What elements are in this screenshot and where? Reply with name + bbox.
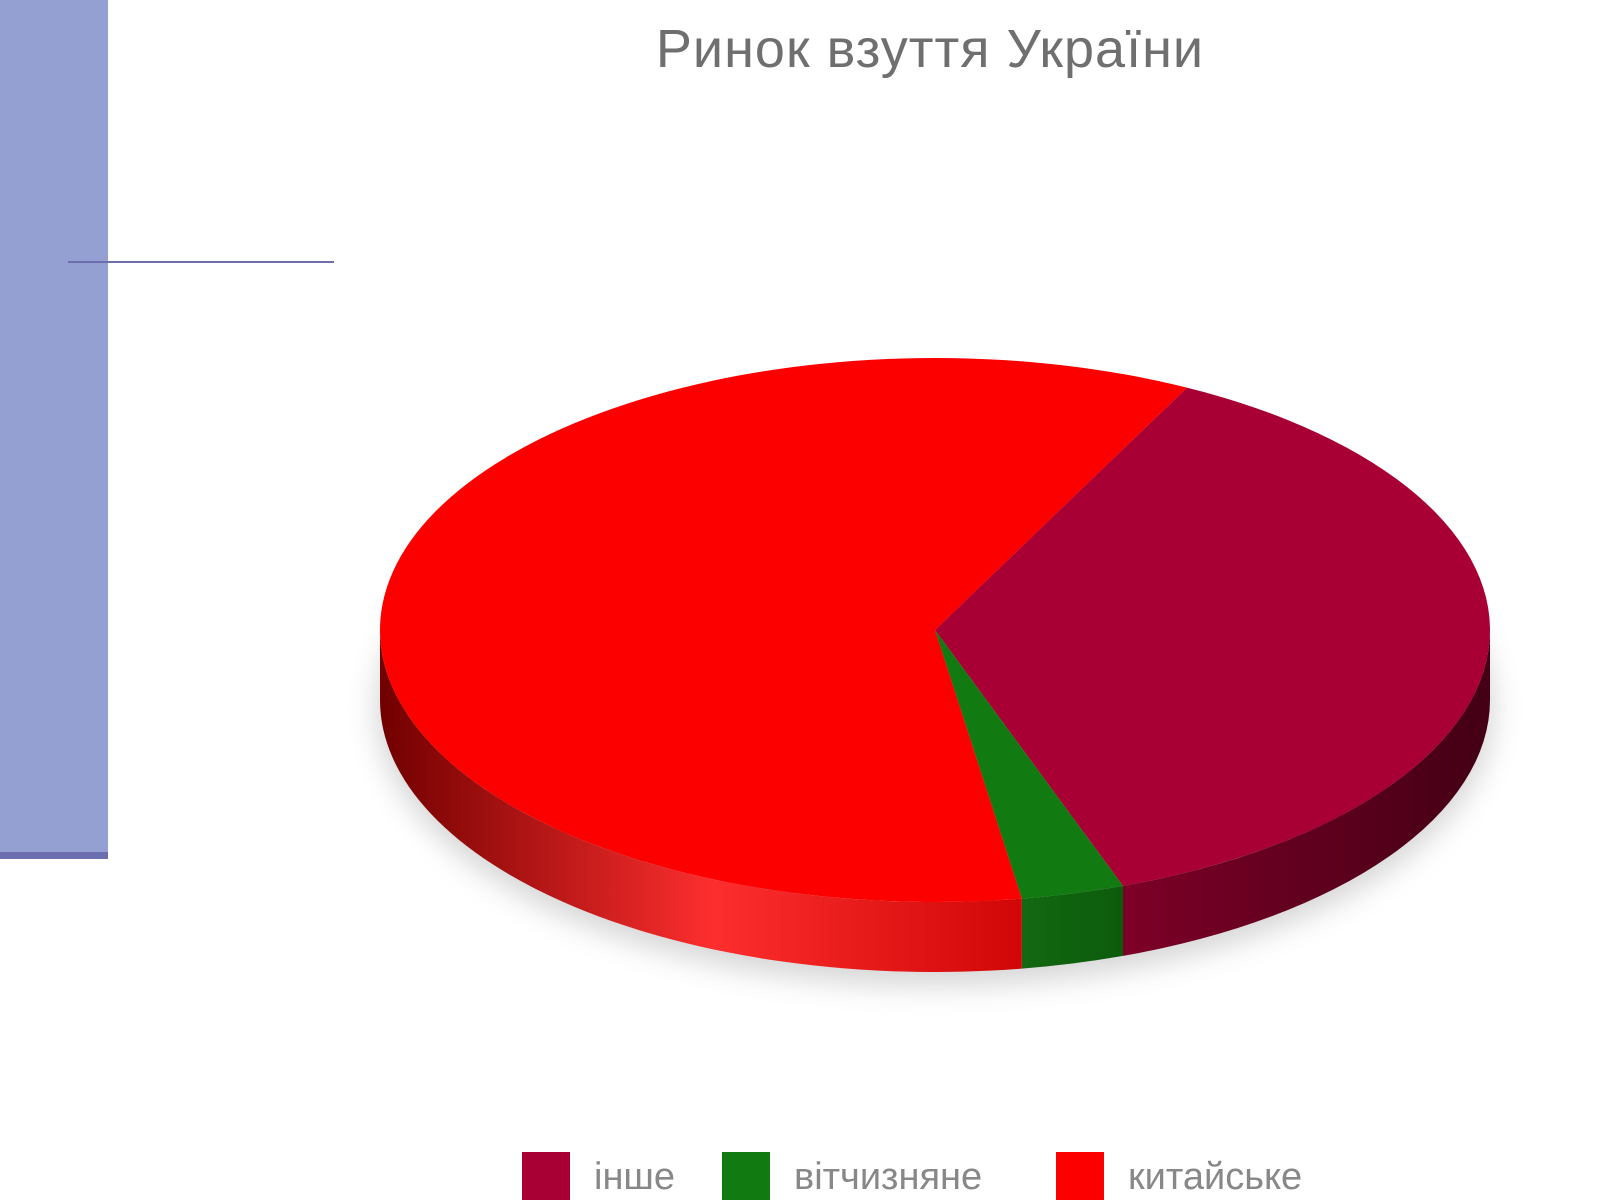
pie-slice-0 (935, 387, 1490, 886)
legend-swatch-domestic (722, 1152, 770, 1200)
accent-divider (68, 261, 334, 263)
pie-slice-side-2 (380, 630, 1022, 973)
pie-slice-2 (379, 358, 1187, 902)
chart-title: Ринок взуття України (655, 19, 1205, 79)
legend-label-domestic: вітчизняне (794, 1156, 983, 1198)
pie-slice-side-1 (1021, 885, 1123, 969)
legend-swatch-chinese (1056, 1152, 1104, 1200)
pie-slice-side-0 (1122, 630, 1490, 956)
legend-swatch-other (522, 1152, 570, 1200)
pie-slice-1 (935, 630, 1123, 899)
legend-label-chinese: китайське (1128, 1156, 1303, 1198)
legend-label-other: інше (594, 1156, 676, 1198)
side-panel (0, 0, 108, 859)
chart-legend: інше вітчизняне китайське (0, 1152, 1600, 1200)
